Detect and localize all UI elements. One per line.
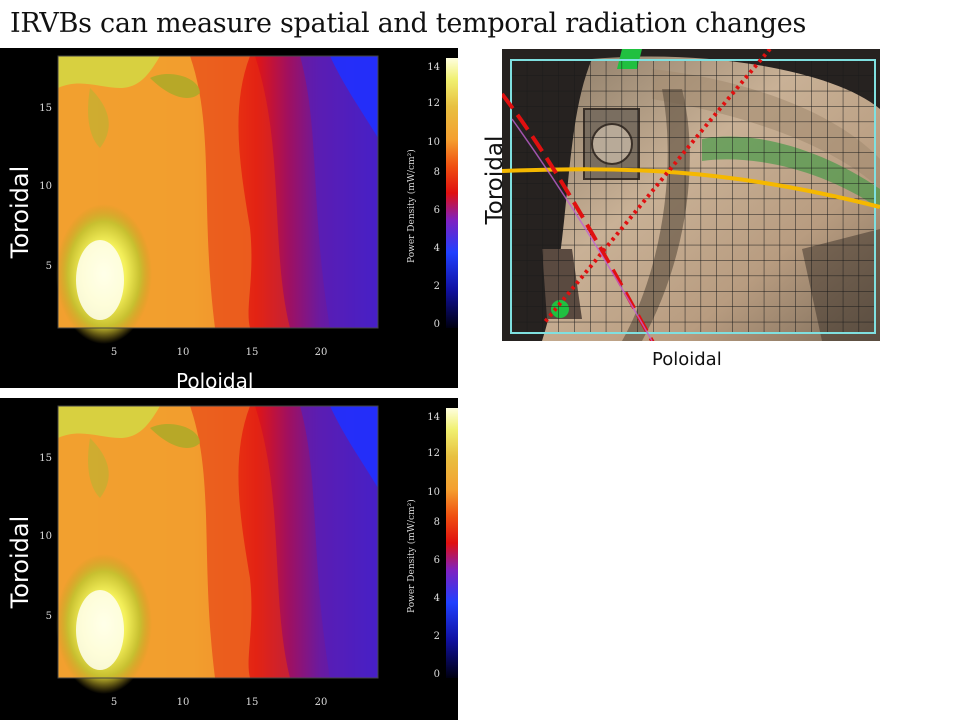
camera-view (502, 49, 880, 341)
camera-poloidal-label: Poloidal (652, 349, 722, 370)
x-tick: 5 (111, 347, 117, 358)
y-tick: 5 (46, 261, 52, 272)
cb-tick: 10 (427, 487, 440, 498)
contour-plot-panel-2: 5 10 15 20 5 10 15 0 2 4 6 8 10 12 14 Po… (0, 398, 458, 720)
cb-tick: 0 (434, 669, 440, 680)
cb-tick: 2 (434, 631, 440, 642)
cb-tick: 6 (434, 555, 440, 566)
x-axis-ticks: 5 10 15 20 (111, 347, 328, 358)
colorbar-label: Power Density (mW/cm²) (406, 499, 417, 613)
x-tick: 15 (246, 347, 259, 358)
colorbar (446, 58, 458, 328)
y-axis-ticks: 5 10 15 (39, 103, 52, 272)
cb-tick: 8 (434, 517, 440, 528)
poloidal-dotted-line (542, 49, 772, 325)
cb-tick: 0 (434, 319, 440, 330)
x-tick: 10 (177, 697, 190, 708)
contour-plot-2: 5 10 15 20 5 10 15 0 2 4 6 8 10 12 14 Po… (39, 405, 458, 708)
y-tick: 5 (46, 611, 52, 622)
cb-tick: 12 (427, 448, 440, 459)
cb-tick: 10 (427, 137, 440, 148)
x-tick: 20 (315, 697, 328, 708)
toroidal-axis-label: Toroidal (6, 165, 34, 259)
colorbar-ticks: 0 2 4 6 8 10 12 14 (427, 412, 440, 680)
colorbar (446, 408, 458, 678)
y-axis-ticks: 5 10 15 (39, 453, 52, 622)
x-axis-ticks: 5 10 15 20 (111, 697, 328, 708)
cb-tick: 12 (427, 98, 440, 109)
cb-tick: 4 (434, 593, 440, 604)
x-tick: 10 (177, 347, 190, 358)
y-tick: 15 (39, 103, 52, 114)
colorbar-ticks: 0 2 4 6 8 10 12 14 (427, 62, 440, 330)
y-tick: 15 (39, 453, 52, 464)
cb-tick: 14 (427, 62, 440, 73)
poloidal-axis-label: Poloidal (176, 369, 254, 393)
x-tick: 15 (246, 697, 259, 708)
toroidal-line (502, 167, 880, 209)
contour-plot-1: 5 10 15 20 5 10 15 0 2 4 6 8 10 12 14 Po… (39, 55, 458, 358)
camera-toroidal-label: Toroidal (482, 135, 508, 225)
cb-tick: 8 (434, 167, 440, 178)
x-tick: 5 (111, 697, 117, 708)
cb-tick: 2 (434, 281, 440, 292)
cb-tick: 14 (427, 412, 440, 423)
y-tick: 10 (39, 531, 52, 542)
cb-tick: 6 (434, 205, 440, 216)
x-tick: 20 (315, 347, 328, 358)
toroidal-axis-label: Toroidal (6, 515, 34, 609)
camera-grid-box (510, 59, 876, 334)
slide-title: IRVBs can measure spatial and temporal r… (10, 8, 807, 39)
colorbar-label: Power Density (mW/cm²) (406, 149, 417, 263)
camera-view-drawing (502, 49, 880, 341)
cb-tick: 4 (434, 243, 440, 254)
contour-plot-panel-1: 5 10 15 20 5 10 15 0 2 4 6 8 10 12 14 Po… (0, 48, 458, 388)
y-tick: 10 (39, 181, 52, 192)
